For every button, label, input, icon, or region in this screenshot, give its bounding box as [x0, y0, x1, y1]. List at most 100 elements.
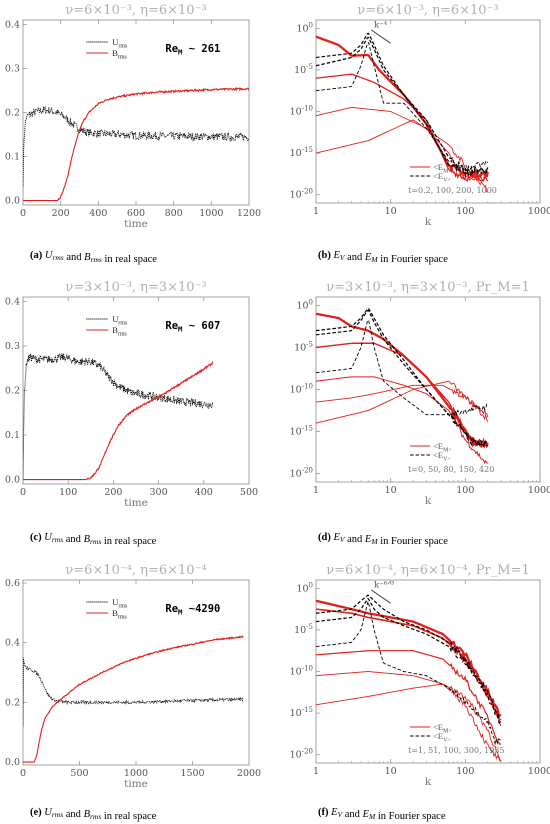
figure-caption: (f) EV and EM in Fourier space	[318, 807, 446, 822]
y-tick-label: 10-5	[294, 340, 313, 353]
slope-label: k⁻⁴	[374, 20, 388, 30]
y-tick-label: 0.0	[5, 757, 20, 768]
x-tick-label: 100	[456, 766, 474, 777]
spectrum-em-1	[316, 671, 502, 762]
legend-label-em: <EM>	[433, 441, 452, 454]
spectrum-ev-4	[316, 41, 489, 174]
x-tick-label: 0	[20, 208, 26, 219]
chart-title: ν=3×10⁻³, η=3×10⁻³	[65, 280, 206, 295]
x-tick-label: 300	[150, 487, 168, 498]
x-tick-label: 100	[456, 485, 474, 496]
slope-label: k⁻⁶ᐟ³	[374, 580, 394, 590]
chart-d: ν=3×10⁻³, η=3×10⁻³, Pr_M=1 1 10 100 1000 100 1…	[290, 280, 550, 547]
spectrum-em-0	[316, 683, 502, 762]
chart-a: ν=6×10⁻³, η=6×10⁻³ 0 200 400 600 800 1000 1200 0…	[5, 3, 261, 265]
y-tick-label: 10-10	[290, 105, 313, 118]
series-line-brms	[23, 87, 249, 202]
chart-title: ν=3×10⁻³, η=3×10⁻³, Pr_M=1	[326, 280, 530, 295]
x-tick-label: 200	[104, 487, 122, 498]
x-tick-label: 1000	[528, 485, 550, 496]
x-tick-label: 1000	[124, 768, 148, 779]
series-line-urms	[23, 105, 249, 187]
series-line-urms	[23, 657, 244, 727]
y-tick-label: 10-10	[290, 665, 313, 678]
x-tick-label: 2000	[237, 768, 261, 779]
x-axis-label: k	[425, 495, 432, 507]
spectrum-em-1	[316, 106, 489, 183]
series-line-urms	[23, 353, 214, 480]
y-tick-label: 10-20	[290, 188, 313, 201]
y-tick-label: 0.2	[5, 386, 20, 397]
chart-title: ν=6×10⁻³, η=6×10⁻³	[357, 3, 498, 18]
y-tick-label: 100	[296, 21, 313, 34]
legend-label-urms: Urms	[112, 597, 128, 610]
x-tick-label: 1200	[237, 208, 261, 219]
y-tick-label: 100	[296, 581, 313, 594]
x-axis-label: time	[124, 497, 148, 509]
x-axis-label: k	[425, 776, 432, 788]
y-tick-label: 10-20	[290, 748, 313, 761]
legend-label-em: <EM>	[433, 162, 452, 175]
spectrum-em-2	[316, 73, 489, 182]
legend-label-em: <EM>	[433, 722, 452, 735]
x-tick-label: 10	[385, 206, 397, 217]
figure-caption: (d) EV and EM in Fourier space	[318, 532, 448, 547]
rem-annotation: ReM ~4290	[165, 603, 220, 617]
y-tick-label: 10-15	[290, 146, 313, 159]
x-tick-label: 100	[59, 487, 77, 498]
chart-title: ν=6×10⁻³, η=6×10⁻³	[65, 3, 206, 18]
chart-title: ν=6×10⁻⁴, η=6×10⁻⁴, Pr_M=1	[326, 563, 530, 578]
y-tick-label: 0.1	[5, 152, 20, 163]
y-tick-label: 10-15	[290, 425, 313, 438]
spectrum-ev-5	[316, 36, 489, 174]
y-tick-label: 0.0	[5, 475, 20, 486]
x-tick-label: 1	[313, 206, 319, 217]
legend-label-ev: <EV>	[433, 450, 451, 463]
x-axis-label: time	[124, 778, 148, 790]
slope-guide	[371, 29, 391, 44]
legend-label-urms: Urms	[112, 37, 128, 50]
y-tick-label: 10-10	[290, 383, 313, 396]
x-tick-label: 200	[52, 208, 70, 219]
figure-caption: (b) EV and EM in Fourier space	[318, 250, 448, 265]
chart-b: ν=6×10⁻³, η=6×10⁻³ 1 10 100 1000 100 10-5 10-10…	[290, 3, 550, 265]
x-tick-label: 1000	[528, 206, 550, 217]
rem-annotation: ReM ~ 261	[165, 43, 220, 57]
series-line-brms	[23, 360, 214, 481]
spectrum-ev-5	[316, 319, 489, 418]
spectrum-ev-7	[316, 308, 488, 448]
x-tick-label: 500	[70, 768, 88, 779]
chart-title: ν=6×10⁻⁴, η=6×10⁻⁴	[65, 563, 206, 578]
y-tick-label: 10-5	[294, 63, 313, 76]
spectrum-em-0	[316, 119, 488, 193]
x-tick-label: 10	[385, 766, 397, 777]
legend-label-ev: <EV>	[433, 731, 451, 744]
slope-guide	[371, 589, 391, 604]
y-tick-label: 0.3	[5, 341, 20, 352]
figure-caption: (c) Urms and Brms in real space	[30, 532, 157, 547]
spectrum-ev-6	[316, 32, 489, 178]
times-label: t=1, 51, 100, 300, 1935	[408, 746, 504, 755]
spectrum-em-0	[316, 380, 489, 424]
y-tick-label: 0.4	[5, 296, 20, 307]
x-tick-label: 1	[313, 485, 319, 496]
x-tick-label: 0	[20, 768, 26, 779]
x-tick-label: 100	[456, 206, 474, 217]
legend-label-brms: Brms	[112, 48, 127, 61]
y-tick-label: 10-20	[290, 467, 313, 480]
times-label: t=0.2, 100, 200, 1000	[408, 186, 497, 195]
spectrum-em-3	[316, 35, 489, 179]
spectrum-em-1	[316, 384, 489, 423]
y-tick-label: 0.3	[5, 63, 20, 74]
y-tick-label: 0.2	[5, 108, 20, 119]
y-tick-label: 0.4	[5, 638, 20, 649]
spectrum-em-4	[316, 599, 502, 717]
x-tick-label: 1	[313, 766, 319, 777]
y-tick-label: 0.2	[5, 697, 20, 708]
x-tick-label: 0	[20, 487, 26, 498]
series-line-brms	[23, 635, 244, 763]
spectrum-em-3	[316, 608, 502, 724]
spectrum-ev-6	[316, 597, 502, 727]
x-tick-label: 1000	[199, 208, 223, 219]
